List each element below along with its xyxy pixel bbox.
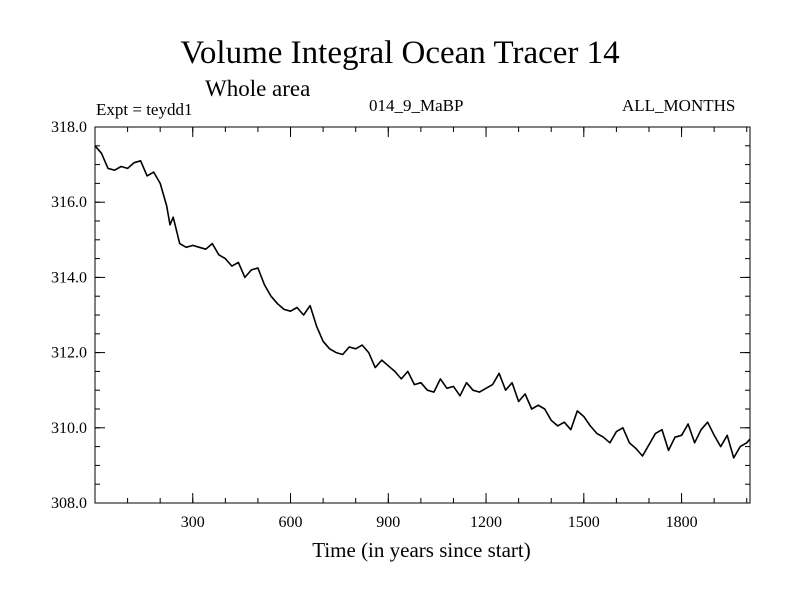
x-axis-label: Time (in years since start): [312, 538, 531, 562]
x-tick-label: 1800: [666, 514, 698, 531]
y-tick-label: 314.0: [51, 269, 87, 286]
axis-ticks: [95, 126, 750, 504]
chart-subtitle: Whole area: [205, 76, 311, 101]
plot-frame: [94, 126, 751, 504]
x-tick-label: 600: [279, 514, 303, 531]
series-lines: [94, 145, 751, 459]
run-label: 014_9_MaBP: [369, 96, 464, 115]
y-tick-label: 316.0: [51, 194, 87, 211]
x-tick-label: 300: [181, 514, 205, 531]
x-tick-label: 1500: [568, 514, 600, 531]
x-tick-label: 1200: [470, 514, 502, 531]
y-tick-label: 312.0: [51, 345, 87, 362]
axis-tick-labels: 300 600 900 1200 1500 1800 308.0 310.0 312.0 314.…: [51, 119, 698, 531]
months-label: ALL_MONTHS: [622, 96, 736, 115]
x-tick-label: 900: [376, 514, 400, 531]
y-tick-label: 318.0: [51, 119, 87, 136]
y-tick-label: 308.0: [51, 495, 87, 512]
y-tick-label: 310.0: [51, 420, 87, 437]
chart-title: Volume Integral Ocean Tracer 14: [180, 35, 620, 71]
series-line: [94, 145, 751, 459]
experiment-label: Expt = teydd1: [96, 100, 193, 119]
